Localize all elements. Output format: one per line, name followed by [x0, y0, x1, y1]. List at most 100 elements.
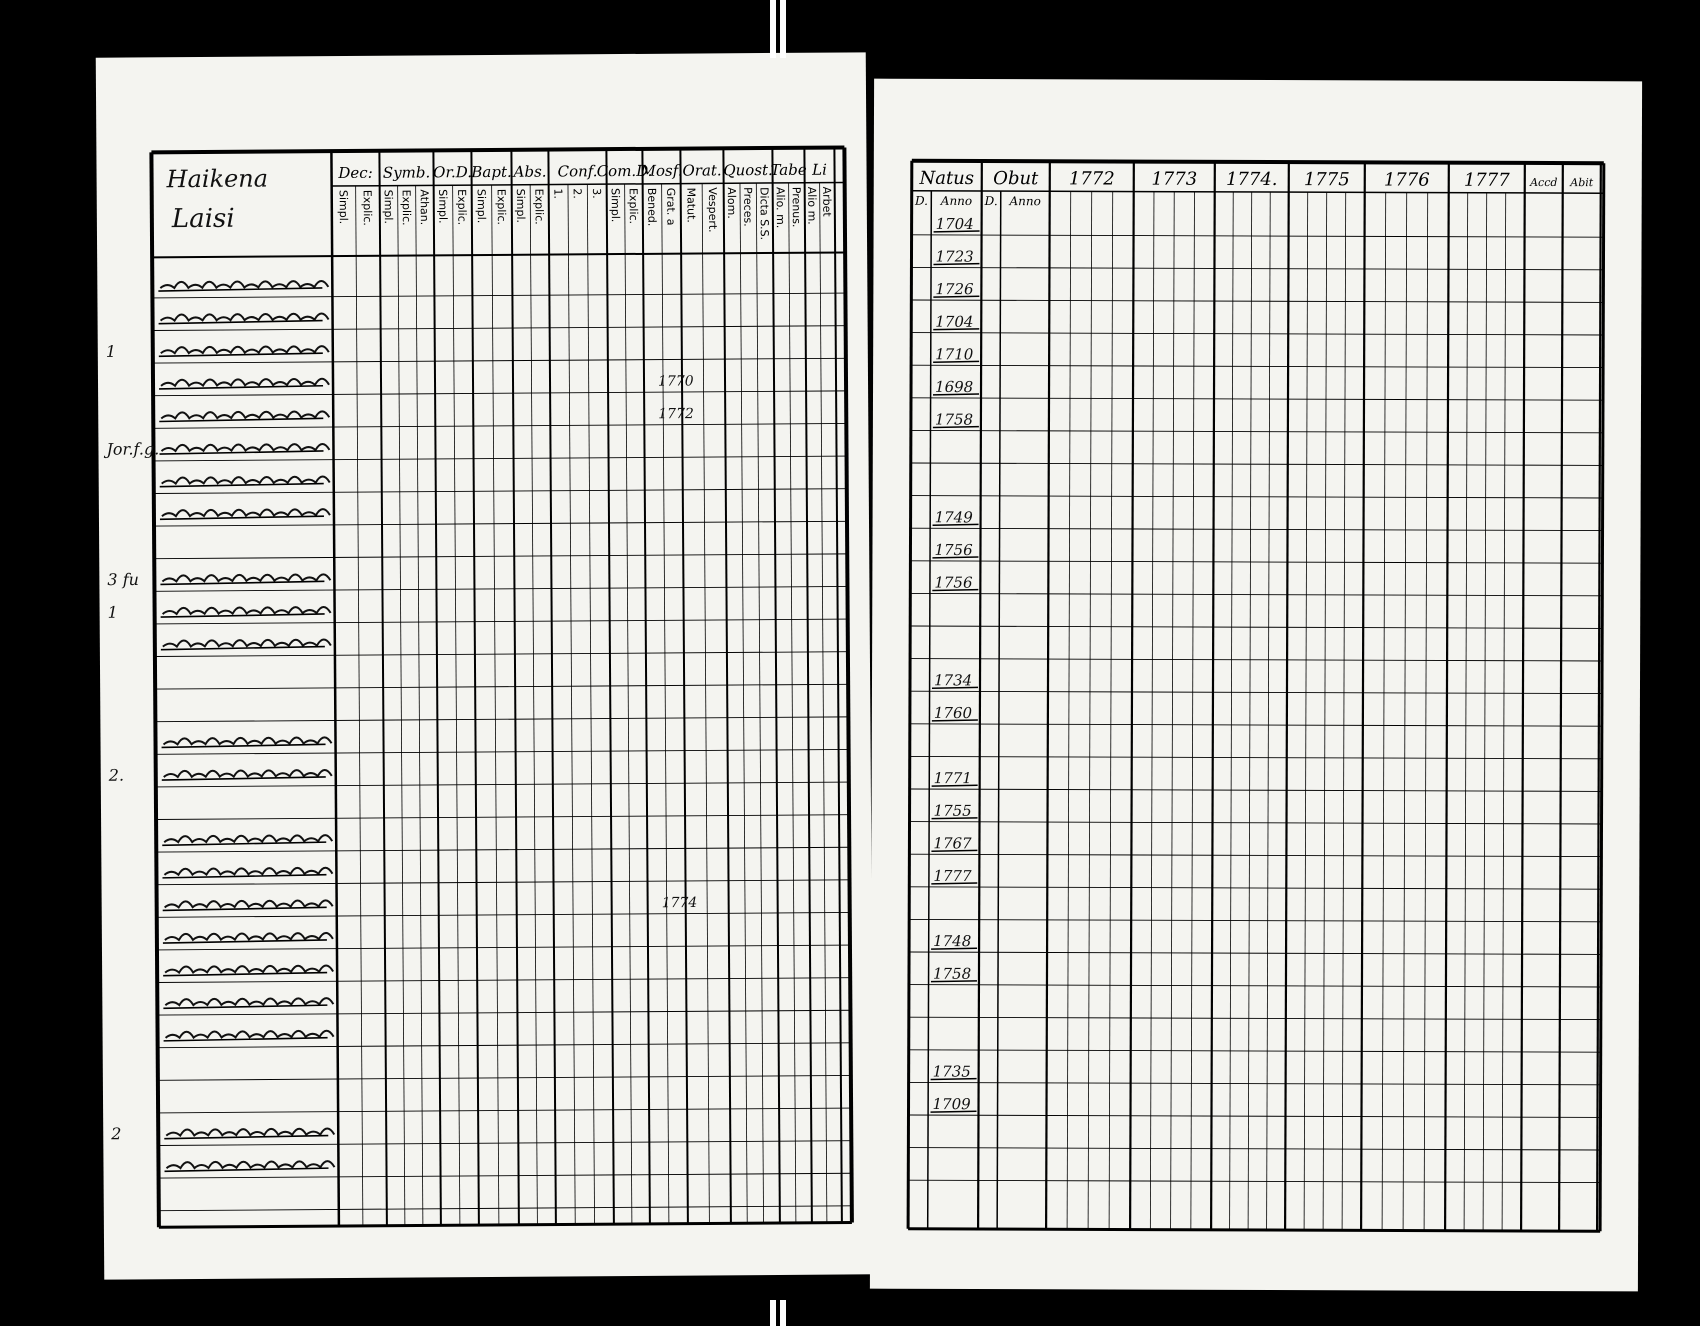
row-line	[909, 853, 1602, 858]
row-line	[156, 814, 850, 820]
binding-mark	[780, 1300, 786, 1326]
village-heading: Laisi	[171, 204, 235, 234]
column-sub-header: Simpl.	[475, 189, 488, 223]
margin-note: 2.	[108, 766, 124, 785]
table-border	[911, 158, 1604, 166]
handwritten-name	[165, 1160, 336, 1170]
birth-year-underline	[930, 1110, 977, 1113]
row-line	[157, 1075, 851, 1081]
handwritten-underline	[163, 1036, 328, 1042]
birth-year-underline	[931, 719, 978, 722]
left-page: Dec: Simpl. Explic. Symb. Simpl. Explic. Athan…	[95, 52, 875, 1280]
column-sub-header: Preces.	[741, 187, 754, 227]
column-group-header: Li	[811, 161, 827, 179]
birth-year: 1749	[935, 508, 974, 526]
birth-year-underline	[931, 882, 978, 885]
sub-column-line	[996, 191, 1002, 1230]
handwritten-name	[161, 508, 331, 518]
row-line	[154, 520, 848, 527]
row-line	[911, 299, 1604, 303]
row-line	[154, 553, 848, 560]
column-sub-header: Vespert.	[706, 187, 719, 232]
sub-column-line	[1463, 192, 1469, 1231]
sub-column-line	[819, 182, 828, 1223]
column-group-header: Quost.	[723, 161, 773, 179]
row-line	[908, 1147, 1601, 1151]
birth-year-underline	[931, 686, 979, 690]
column-sub-header: Alom.	[725, 187, 738, 219]
birth-year: 1771	[934, 769, 972, 787]
sub-column-line	[739, 183, 748, 1224]
birth-year-underline	[930, 980, 977, 983]
column-sub-header: 3.	[590, 188, 603, 199]
row-line	[154, 651, 848, 657]
row-line	[157, 1009, 851, 1016]
margin-note: 1	[108, 603, 118, 622]
column-divider	[1209, 161, 1216, 1230]
handwritten-name	[163, 768, 333, 779]
birth-year-underline	[933, 262, 980, 266]
row-line	[909, 755, 1602, 760]
column-sub-header: D.	[914, 194, 928, 208]
column-sub-header: 1.	[551, 188, 564, 199]
birth-year-underline	[933, 230, 980, 233]
header-divider	[911, 190, 1604, 194]
sub-column-line	[1229, 191, 1234, 1230]
row-line	[908, 1016, 1601, 1021]
annotation: 1774	[662, 895, 698, 911]
column-divider	[1557, 163, 1564, 1232]
column-group-header: Bapt.	[470, 163, 511, 181]
handwritten-name	[163, 834, 334, 844]
row-line	[910, 495, 1603, 499]
row-line	[908, 1114, 1601, 1118]
column-sub-header: Explic.	[455, 189, 468, 225]
handwritten-name	[161, 605, 332, 616]
column-sub-header: Athan.	[418, 189, 431, 225]
column-sub-header: 2.	[571, 188, 584, 199]
column-sub-header: Matut.	[684, 188, 697, 223]
column-divider	[1044, 161, 1051, 1230]
column-divider	[432, 150, 442, 1226]
column-divider	[510, 149, 520, 1225]
row-line	[153, 488, 847, 494]
row-line	[910, 625, 1603, 629]
sub-column-line	[1482, 192, 1488, 1231]
row-line	[911, 364, 1604, 369]
column-divider	[1128, 161, 1135, 1230]
row-line	[152, 325, 846, 331]
right-page: Natus D. Anno Obut D. Anno 1772 1773 1774. 1775 17…	[869, 78, 1643, 1292]
sub-column-line	[529, 184, 538, 1225]
sub-column-line	[1066, 191, 1072, 1230]
row-line	[910, 429, 1603, 434]
binding-mark	[770, 0, 776, 58]
row-line	[153, 390, 847, 397]
row-line	[154, 586, 848, 592]
column-divider	[330, 151, 341, 1227]
handwritten-name	[160, 345, 330, 355]
row-line	[908, 1179, 1601, 1184]
column-divider	[641, 148, 651, 1224]
row-line	[158, 1140, 852, 1146]
row-line	[155, 749, 849, 755]
handwritten-underline	[162, 939, 327, 944]
row-line	[908, 984, 1601, 988]
handwritten-name	[164, 1029, 335, 1040]
column-sub-header: Arbet	[820, 187, 833, 218]
handwritten-underline	[160, 645, 325, 651]
column-divider	[722, 148, 732, 1224]
column-divider	[1359, 162, 1366, 1231]
column-group-header: Or.D.	[433, 163, 472, 181]
birth-year-underline	[932, 556, 979, 559]
column-sub-header: Simpl.	[436, 189, 449, 223]
column-sub-header: Simpl.	[609, 188, 622, 222]
margin-note: 1	[106, 342, 116, 361]
row-line	[909, 723, 1602, 727]
row-line	[156, 944, 850, 951]
row-line	[155, 781, 849, 788]
sub-column-line	[1108, 191, 1114, 1230]
column-divider	[771, 147, 781, 1223]
column-sub-header: Grat. a	[664, 188, 677, 226]
handwritten-name	[159, 279, 330, 290]
row-line	[908, 1049, 1601, 1053]
birth-year: 1726	[935, 280, 974, 298]
